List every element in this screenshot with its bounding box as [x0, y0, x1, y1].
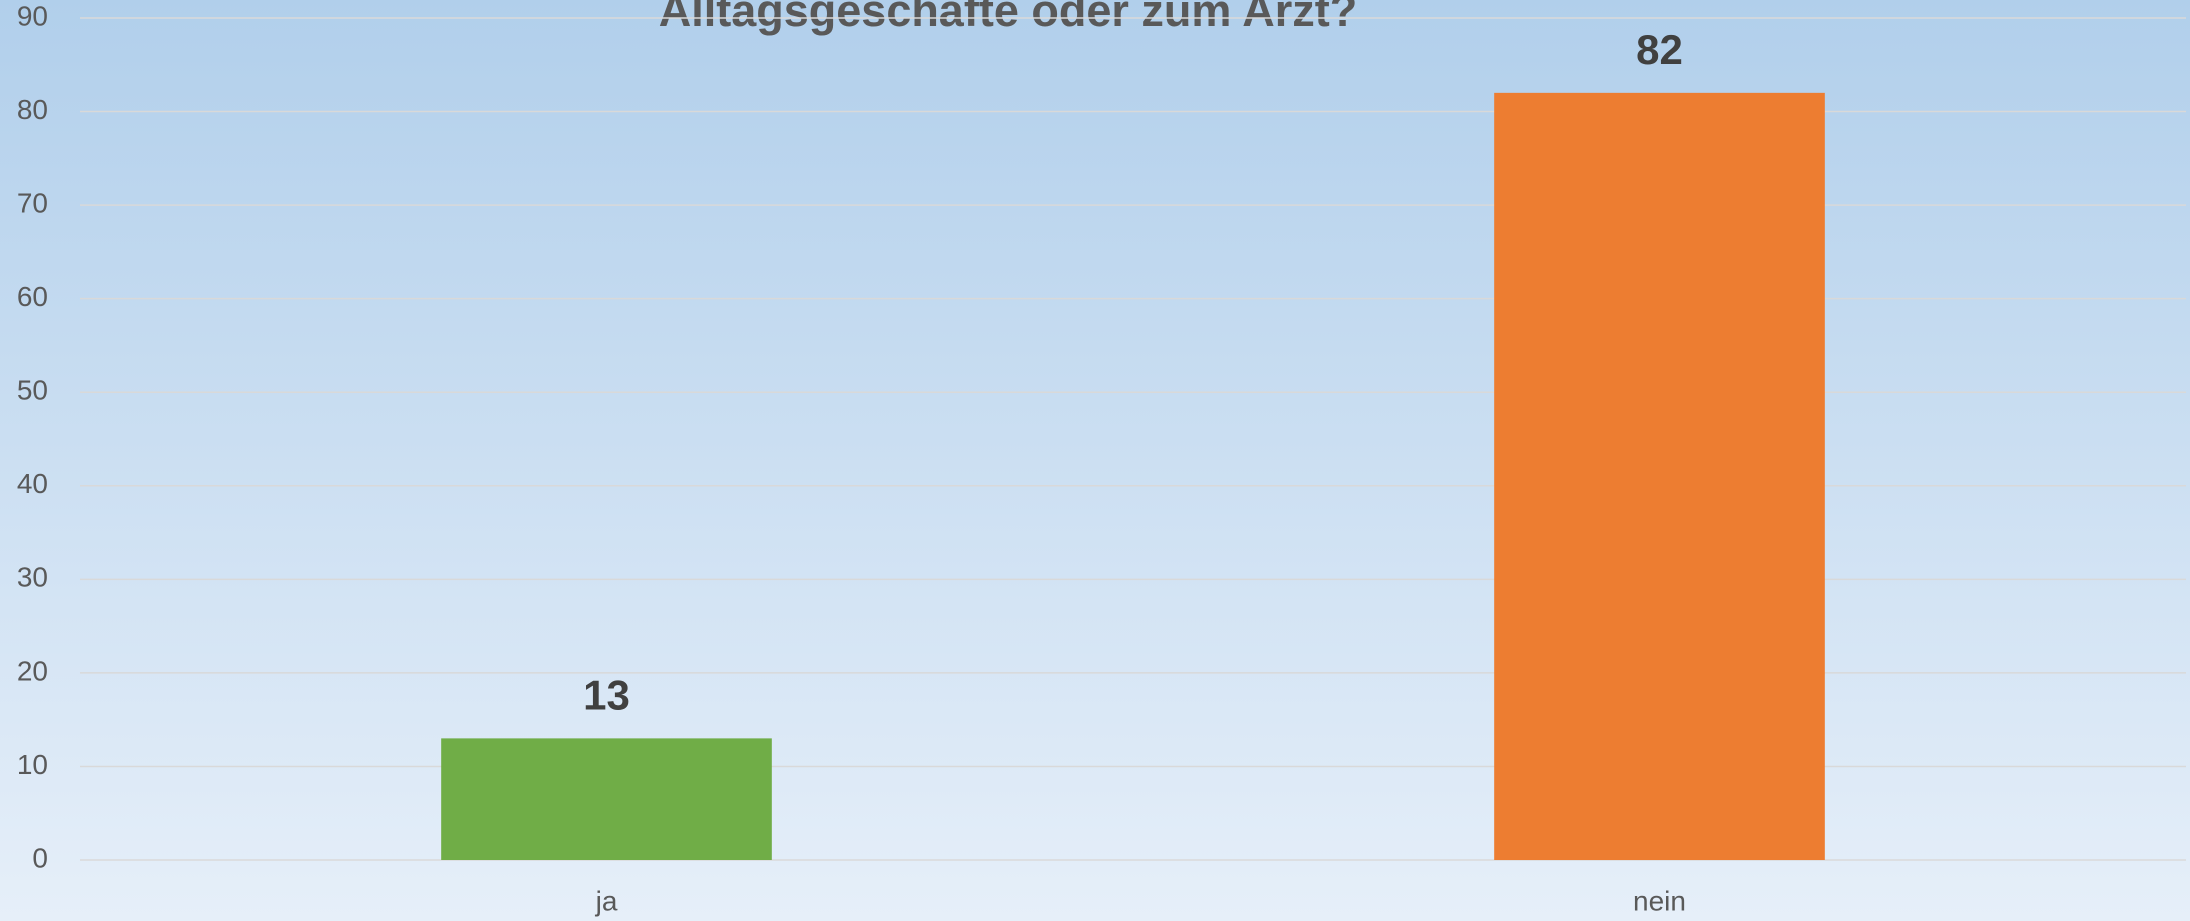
x-tick-label: nein: [1633, 885, 1686, 916]
y-tick-label: 30: [17, 562, 48, 593]
y-tick-label: 80: [17, 94, 48, 125]
y-tick-label: 20: [17, 655, 48, 686]
y-tick-label: 60: [17, 281, 48, 312]
data-label: 82: [1636, 26, 1683, 73]
data-label: 13: [583, 671, 630, 718]
y-tick-label: 50: [17, 375, 48, 406]
y-tick-label: 0: [32, 842, 48, 873]
x-tick-label: ja: [595, 885, 618, 916]
y-tick-label: 10: [17, 749, 48, 780]
y-tick-label: 90: [17, 0, 48, 31]
y-tick-label: 70: [17, 188, 48, 219]
y-tick-label: 40: [17, 468, 48, 499]
bar: [1494, 92, 1825, 861]
bar: [441, 738, 772, 860]
